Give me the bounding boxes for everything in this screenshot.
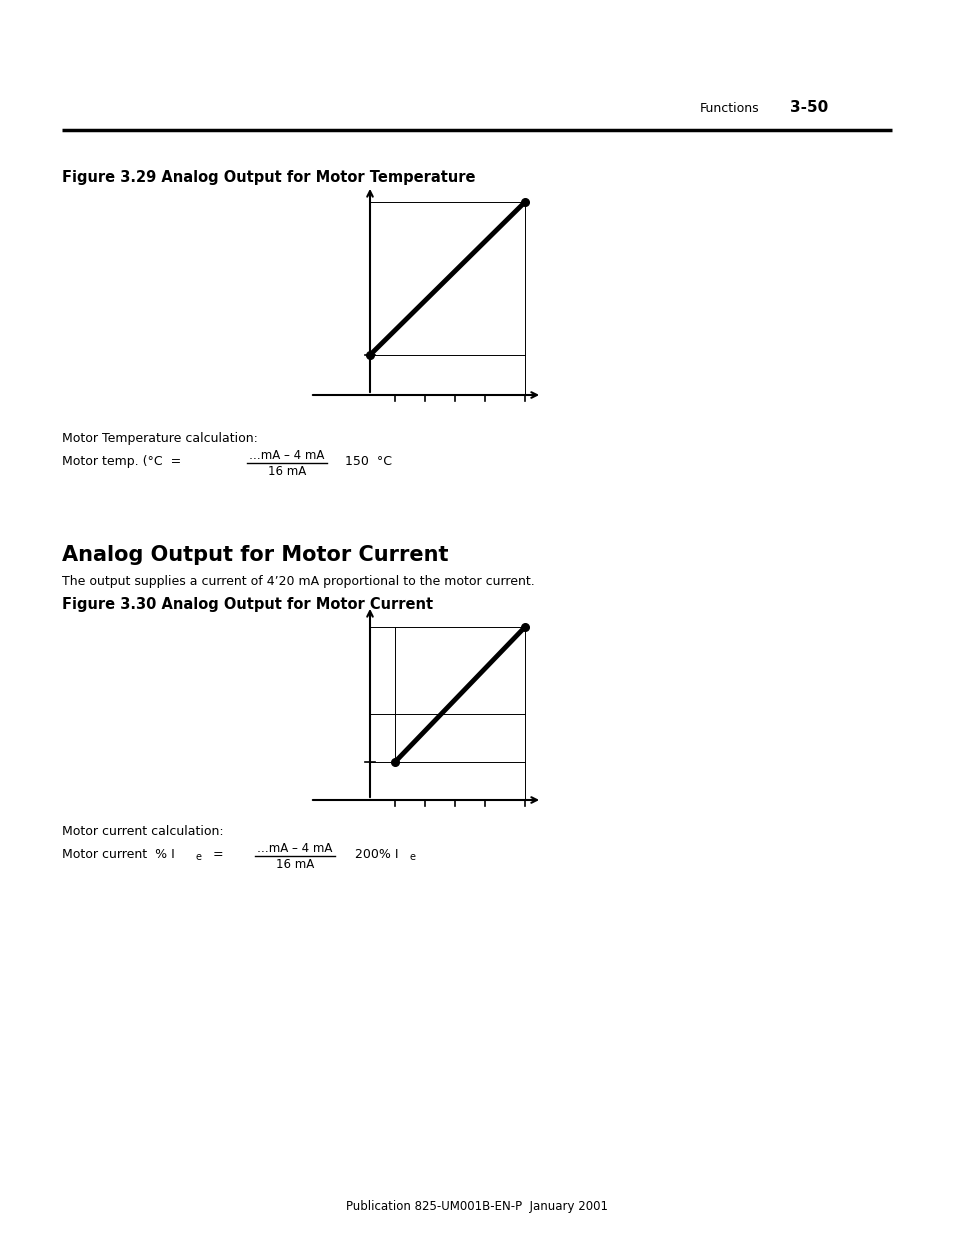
- Text: e: e: [195, 852, 202, 862]
- Text: 16 mA: 16 mA: [268, 466, 306, 478]
- Text: Motor current calculation:: Motor current calculation:: [62, 825, 223, 839]
- Text: 3-50: 3-50: [789, 100, 827, 115]
- Text: e: e: [410, 852, 416, 862]
- Text: Functions: Functions: [700, 103, 759, 115]
- Text: 200% I: 200% I: [355, 848, 398, 861]
- Text: =: =: [205, 848, 223, 861]
- Text: 150  °C: 150 °C: [345, 454, 392, 468]
- Text: Figure 3.29 Analog Output for Motor Temperature: Figure 3.29 Analog Output for Motor Temp…: [62, 170, 475, 185]
- Text: Motor Temperature calculation:: Motor Temperature calculation:: [62, 432, 257, 445]
- Text: Publication 825-UM001B-EN-P  January 2001: Publication 825-UM001B-EN-P January 2001: [346, 1200, 607, 1213]
- Text: The output supplies a current of 4’20 mA proportional to the motor current.: The output supplies a current of 4’20 mA…: [62, 576, 535, 588]
- Text: Motor current  % I: Motor current % I: [62, 848, 174, 861]
- Text: Analog Output for Motor Current: Analog Output for Motor Current: [62, 545, 448, 564]
- Text: …mA – 4 mA: …mA – 4 mA: [257, 842, 333, 855]
- Text: 16 mA: 16 mA: [275, 858, 314, 871]
- Text: …mA – 4 mA: …mA – 4 mA: [249, 450, 324, 462]
- Text: Figure 3.30 Analog Output for Motor Current: Figure 3.30 Analog Output for Motor Curr…: [62, 597, 433, 613]
- Text: Motor temp. (°C  =: Motor temp. (°C =: [62, 454, 181, 468]
